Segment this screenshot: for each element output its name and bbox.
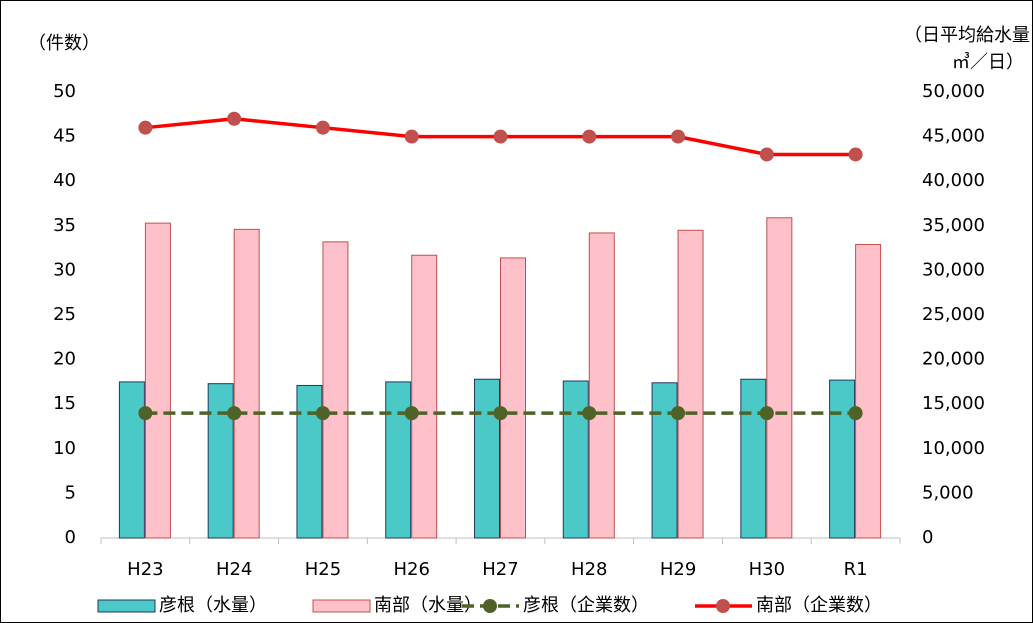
y-tick-label: 20 xyxy=(53,349,76,370)
legend-label: 彦根（企業数） xyxy=(523,595,649,616)
marker xyxy=(493,406,508,421)
bar xyxy=(651,382,678,539)
y2-tick-label: 40,000 xyxy=(922,170,985,191)
marker xyxy=(493,129,508,144)
legend-label: 彦根（水量） xyxy=(159,595,267,616)
legend-swatch xyxy=(716,599,730,613)
y-tick-label: 25 xyxy=(53,304,76,325)
y-tick-label: 30 xyxy=(53,259,76,280)
y2-axis-label: （日平均給水量 xyxy=(904,25,1030,46)
y-tick-label: 40 xyxy=(53,170,76,191)
y2-tick-label: 35,000 xyxy=(922,215,985,236)
bar xyxy=(766,217,793,539)
marker xyxy=(138,406,153,421)
legend-swatch xyxy=(97,599,156,613)
bar xyxy=(474,378,500,539)
y2-tick-label: 10,000 xyxy=(922,438,985,459)
marker xyxy=(759,406,774,421)
y2-tick-label: 15,000 xyxy=(922,393,985,414)
marker xyxy=(582,129,597,144)
marker xyxy=(404,129,419,144)
x-tick-label: H29 xyxy=(660,559,696,580)
legend-swatch xyxy=(483,599,497,613)
marker xyxy=(671,129,686,144)
y2-tick-label: 20,000 xyxy=(922,349,985,370)
y-tick-label: 10 xyxy=(53,438,76,459)
marker xyxy=(671,406,686,421)
x-tick-label: H25 xyxy=(305,559,341,580)
bar xyxy=(411,254,438,539)
y2-tick-label: 5,000 xyxy=(922,482,974,503)
bar xyxy=(500,257,526,539)
bar xyxy=(322,241,349,539)
bar xyxy=(588,232,615,539)
marker xyxy=(582,406,597,421)
x-tick-label: H26 xyxy=(393,559,429,580)
bar xyxy=(855,244,882,539)
y2-axis-label: ㎥／日） xyxy=(952,52,1024,73)
y-tick-label: 50 xyxy=(53,81,76,102)
bar xyxy=(207,383,234,539)
y2-tick-label: 50,000 xyxy=(922,81,985,102)
y2-tick-label: 30,000 xyxy=(922,259,985,280)
marker xyxy=(138,120,153,135)
bar xyxy=(740,378,767,539)
y-tick-label: 35 xyxy=(53,215,76,236)
y2-tick-label: 45,000 xyxy=(922,126,985,147)
bar xyxy=(118,381,145,539)
y-tick-label: 0 xyxy=(65,527,76,548)
y-tick-label: 5 xyxy=(65,482,76,503)
marker xyxy=(404,406,419,421)
y-tick-label: 15 xyxy=(53,393,76,414)
bar xyxy=(677,229,704,539)
legend-label: 南部（企業数） xyxy=(756,595,882,616)
marker xyxy=(315,406,330,421)
y2-tick-label: 0 xyxy=(922,527,933,548)
marker xyxy=(227,111,242,126)
x-tick-label: H23 xyxy=(127,559,163,580)
bar xyxy=(385,381,412,539)
x-tick-label: R1 xyxy=(844,559,868,580)
x-tick-label: H30 xyxy=(749,559,785,580)
bar xyxy=(144,222,171,539)
x-tick-label: H24 xyxy=(216,559,252,580)
marker xyxy=(848,147,863,162)
y2-tick-label: 25,000 xyxy=(922,304,985,325)
marker xyxy=(848,406,863,421)
marker xyxy=(227,406,242,421)
legend-swatch xyxy=(312,599,371,613)
x-tick-label: H27 xyxy=(482,559,518,580)
y-axis-label: （件数） xyxy=(28,33,100,54)
bar xyxy=(562,380,589,539)
legend-label: 南部（水量） xyxy=(374,595,482,616)
bar xyxy=(829,379,856,539)
marker xyxy=(759,147,774,162)
y-tick-label: 45 xyxy=(53,126,76,147)
marker xyxy=(315,120,330,135)
x-tick-label: H28 xyxy=(571,559,607,580)
bar xyxy=(233,228,260,539)
